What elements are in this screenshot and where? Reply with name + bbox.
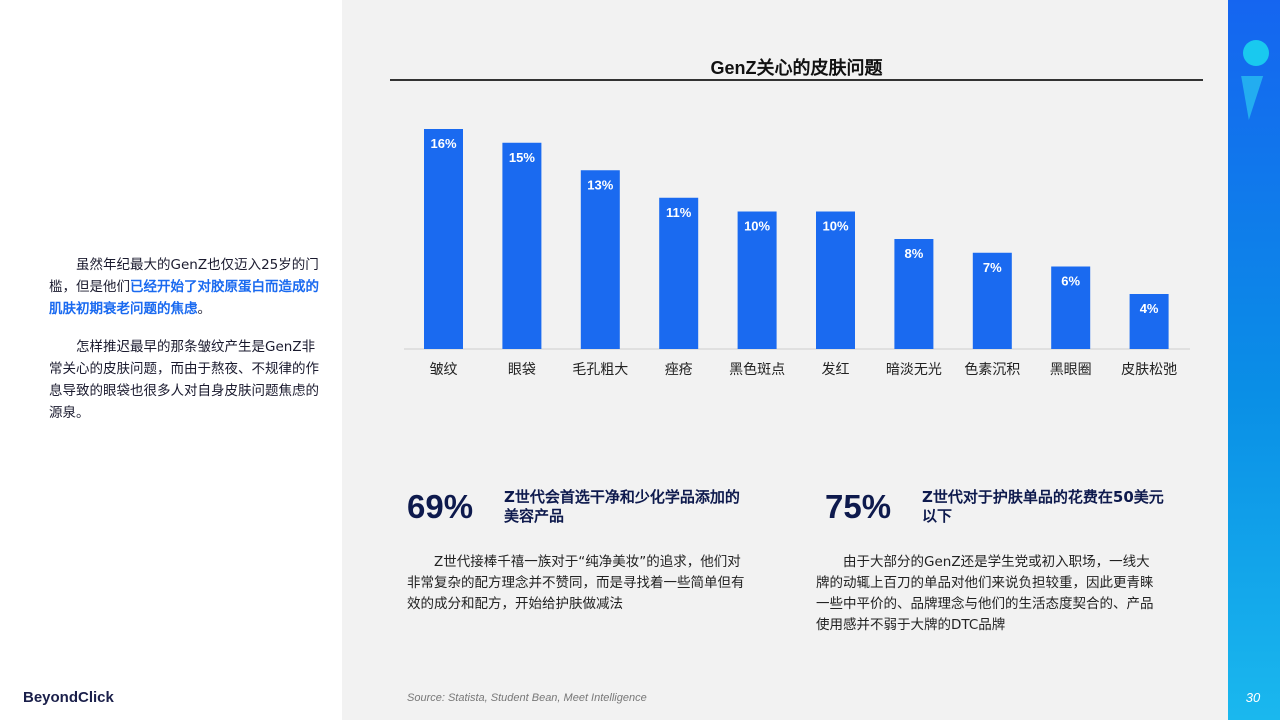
category-label-1: 皱纹 bbox=[430, 362, 458, 378]
stat-body-2: 由于大部分的GenZ还是学生党或初入职场，一线大牌的动辄上百刀的单品对他们来说负… bbox=[816, 554, 1154, 633]
category-label-7: 暗淡无光 bbox=[886, 362, 942, 378]
stat-number-2: 75% bbox=[825, 488, 892, 525]
bar-6 bbox=[816, 211, 855, 349]
right-accent-strip bbox=[1226, 0, 1280, 720]
category-label-9: 黑眼圈 bbox=[1050, 362, 1092, 378]
data-label-6: 10% bbox=[822, 219, 848, 234]
category-label-10: 皮肤松弛 bbox=[1121, 362, 1177, 378]
stat-body-1: Z世代接棒千禧一族对于“纯净美妆”的追求，他们对非常复杂的配方理念并不赞同，而是… bbox=[407, 554, 745, 612]
category-label-8: 色素沉积 bbox=[964, 361, 1020, 378]
category-label-6: 发红 bbox=[822, 362, 850, 378]
data-label-5: 10% bbox=[744, 219, 770, 234]
bar-10 bbox=[1129, 294, 1169, 349]
stat-headline-1: Z世代会首选干净和少化学品添加的美容产品 bbox=[504, 488, 740, 525]
intro-text: 虽然年纪最大的GenZ也仅迈入25岁的门槛，但是他们 bbox=[49, 257, 319, 295]
left-panel bbox=[0, 0, 342, 720]
accent-dot bbox=[1243, 40, 1269, 66]
intro-text-end: 。 bbox=[197, 301, 212, 317]
bar-5 bbox=[737, 211, 777, 349]
bar-chart: 16% 皱纹 15% 眼袋 13% 毛孔粗大 11% 痤疮 10% 黑色斑点 10% 发红 8% 暗淡无光… bbox=[404, 129, 1190, 378]
bar-8 bbox=[972, 252, 1012, 349]
stat-number-1: 69% bbox=[407, 488, 474, 525]
data-label-9: 6% bbox=[1061, 274, 1080, 289]
intro-highlight: 已经开始了对胶原蛋白而造成的肌肤初期衰老问题的焦虑 bbox=[49, 279, 319, 317]
category-label-5: 黑色斑点 bbox=[729, 361, 785, 378]
brand-logo: BeyondClick bbox=[23, 689, 114, 706]
data-label-2: 15% bbox=[509, 150, 535, 165]
intro-paragraph-2: 怎样推迟最早的那条皱纹产生是GenZ非常关心的皮肤问题，而由于熬夜、不规律的作息… bbox=[49, 339, 319, 421]
bar-7 bbox=[894, 239, 934, 349]
accent-slash bbox=[1226, 76, 1264, 120]
intro-paragraph-1: 虽然年纪最大的GenZ也仅迈入25岁的门槛，但是他们已经开始了对胶原蛋白而造成的… bbox=[49, 254, 321, 320]
bar-2 bbox=[502, 142, 542, 349]
chart-title: GenZ关心的皮肤问题 bbox=[710, 58, 883, 78]
data-label-4: 11% bbox=[666, 205, 692, 220]
data-label-1: 16% bbox=[430, 136, 456, 151]
category-label-3: 毛孔粗大 bbox=[572, 362, 628, 378]
data-label-3: 13% bbox=[587, 177, 613, 192]
bar-1 bbox=[424, 129, 463, 349]
category-label-4: 痤疮 bbox=[665, 362, 693, 378]
title-divider bbox=[390, 79, 1203, 81]
category-label-2: 眼袋 bbox=[508, 362, 536, 378]
data-label-10: 4% bbox=[1140, 301, 1159, 316]
source-note: Source: Statista, Student Bean, Meet Int… bbox=[407, 692, 647, 704]
main-panel bbox=[342, 0, 1228, 720]
bar-9 bbox=[1051, 266, 1091, 349]
data-label-7: 8% bbox=[905, 246, 924, 261]
data-label-8: 7% bbox=[983, 260, 1002, 275]
bar-3 bbox=[580, 170, 620, 349]
stat-headline-2: Z世代对于护肤单品的花费在50美元以下 bbox=[922, 488, 1164, 525]
bar-4 bbox=[659, 197, 699, 349]
page-number: 30 bbox=[1245, 690, 1261, 705]
